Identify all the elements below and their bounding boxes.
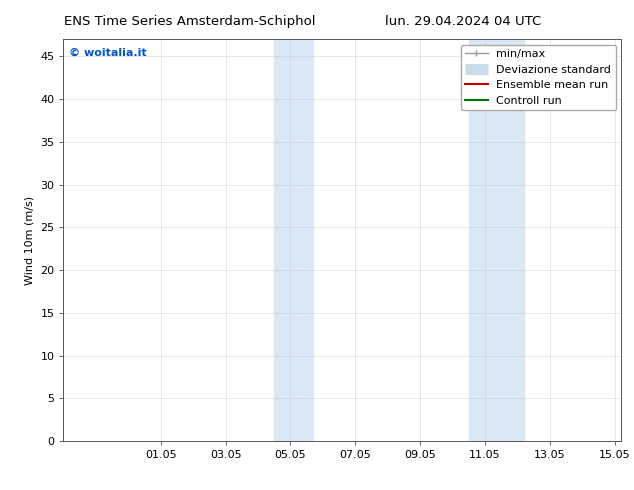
Text: lun. 29.04.2024 04 UTC: lun. 29.04.2024 04 UTC [385,15,541,28]
Y-axis label: Wind 10m (m/s): Wind 10m (m/s) [25,196,35,285]
Text: ENS Time Series Amsterdam-Schiphol: ENS Time Series Amsterdam-Schiphol [65,15,316,28]
Bar [275,39,313,441]
Legend: min/max, Deviazione standard, Ensemble mean run, Controll run: min/max, Deviazione standard, Ensemble m… [461,45,616,110]
Bar [469,39,524,441]
Text: © woitalia.it: © woitalia.it [69,47,146,57]
